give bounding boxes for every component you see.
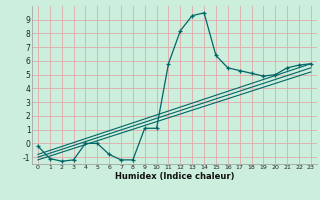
X-axis label: Humidex (Indice chaleur): Humidex (Indice chaleur)	[115, 172, 234, 181]
